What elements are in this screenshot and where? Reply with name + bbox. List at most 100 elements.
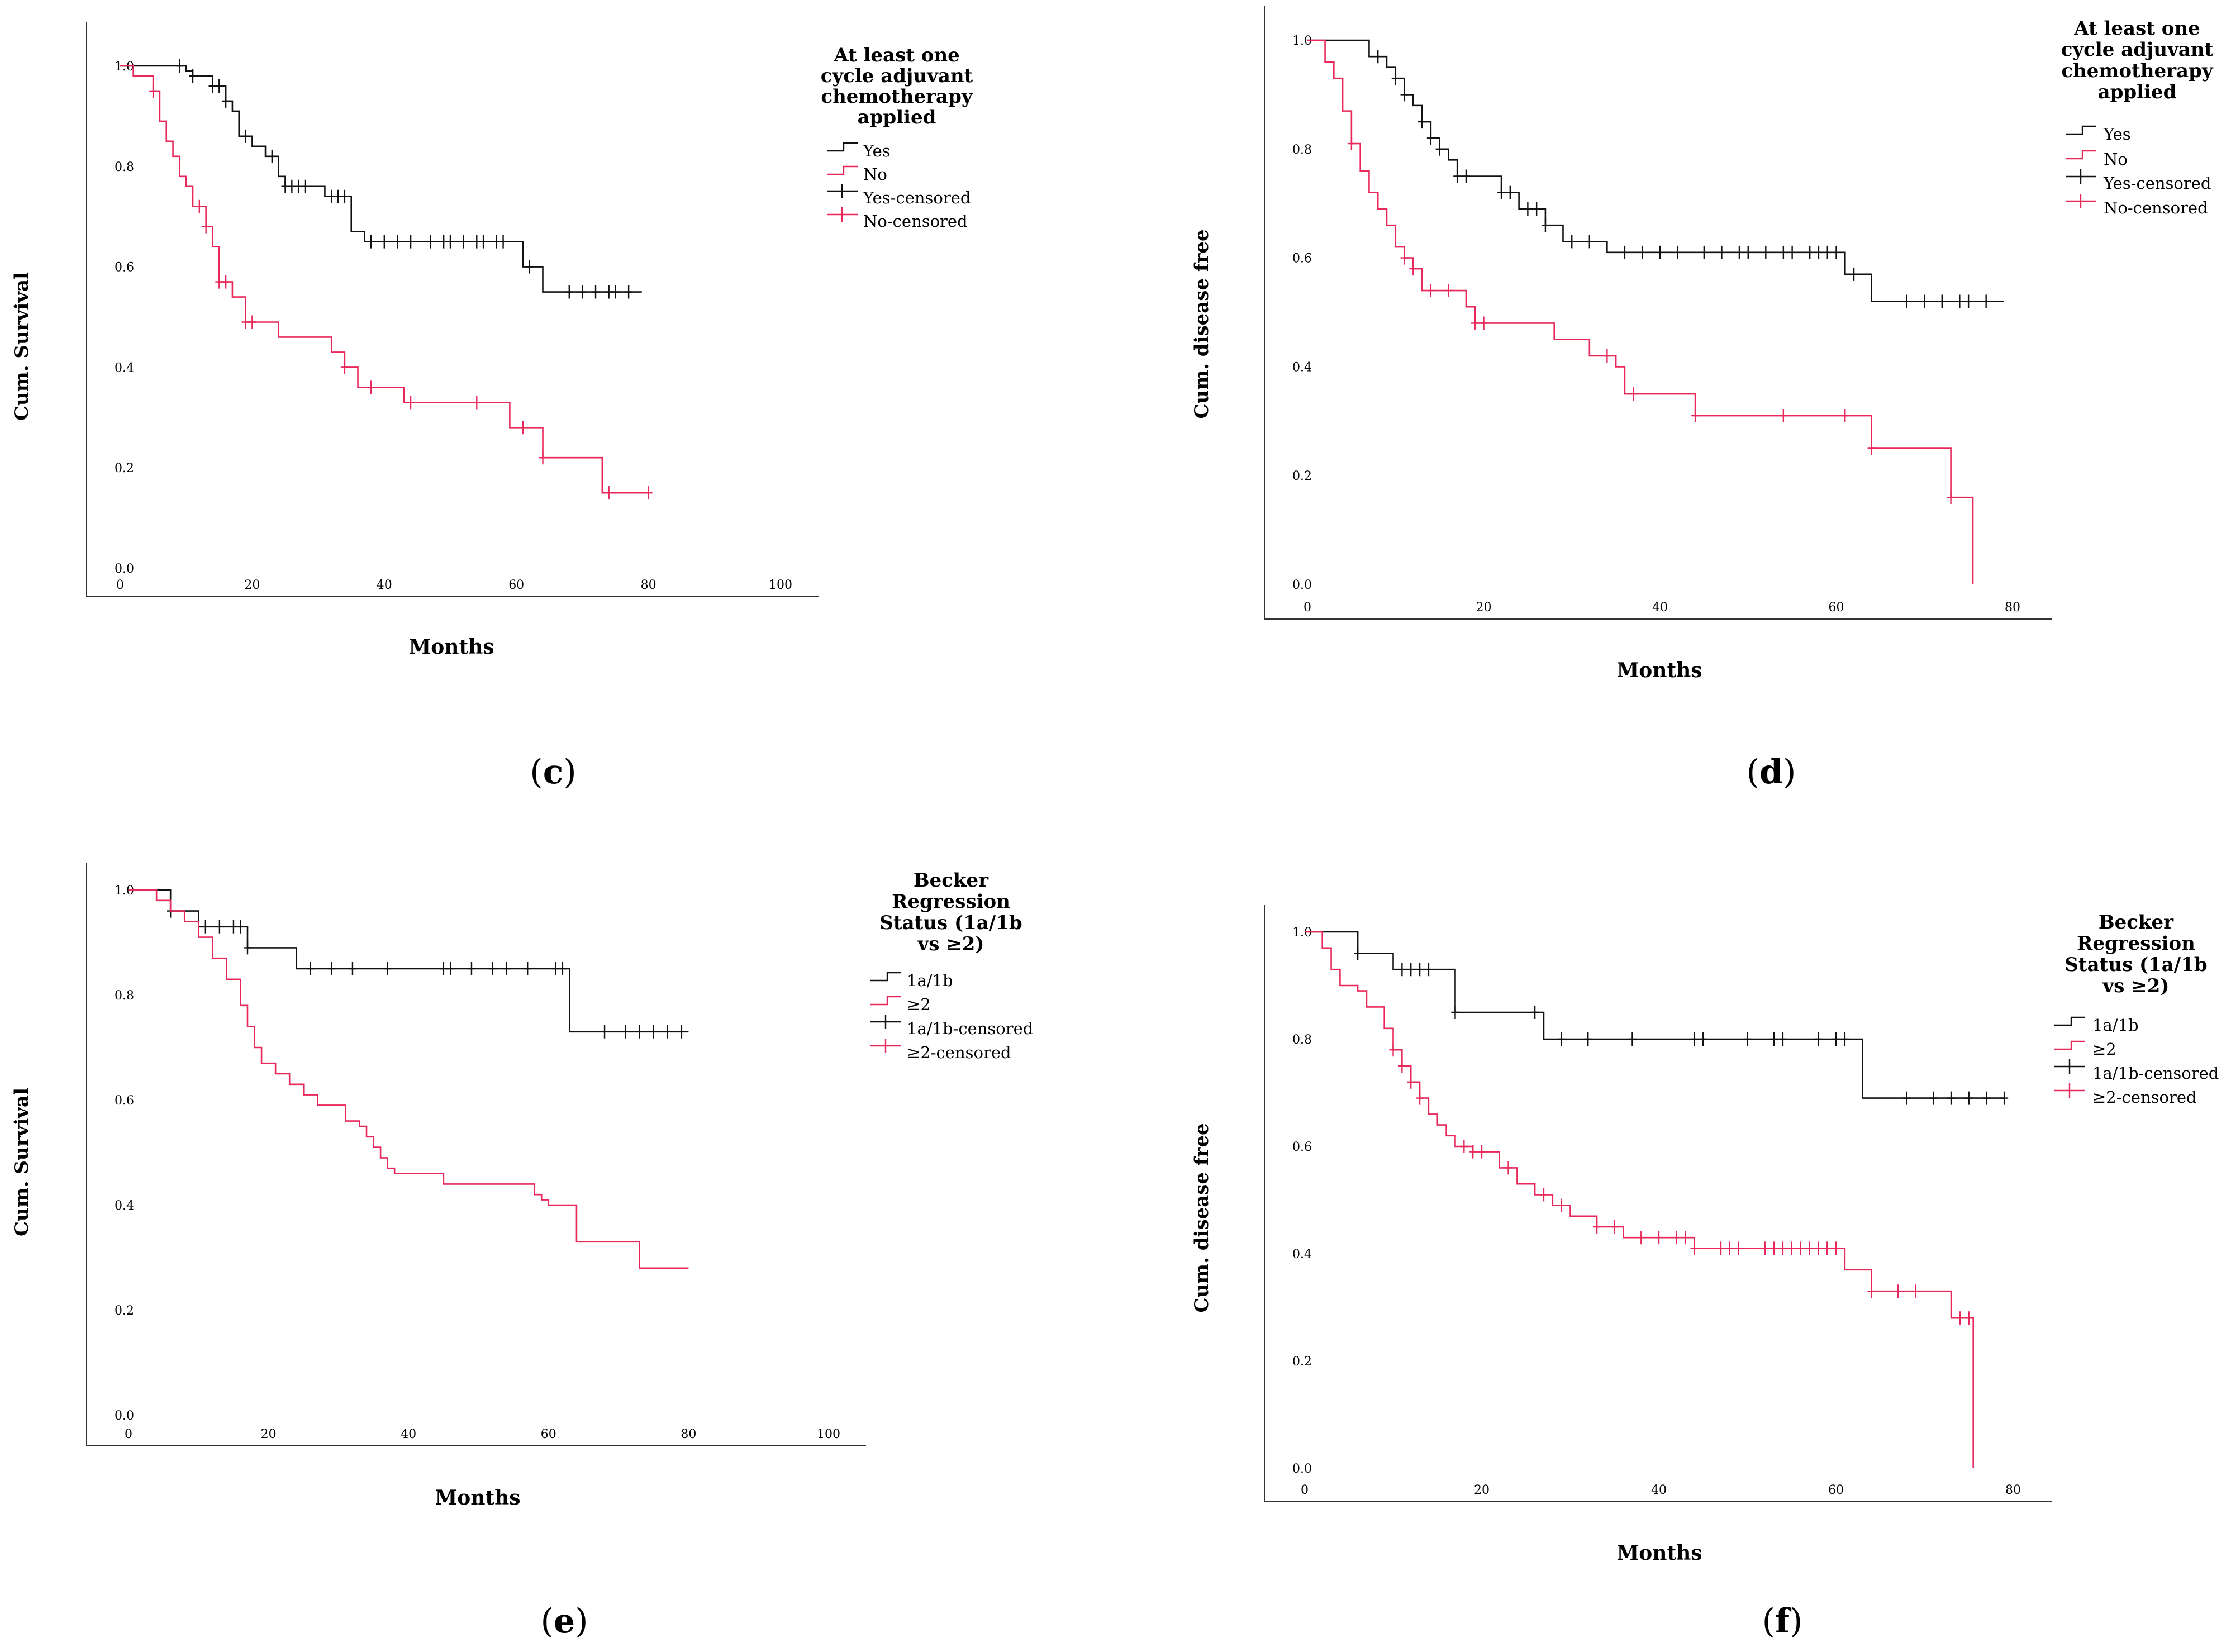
y-tick-label: 0.2	[1292, 469, 1312, 483]
y-tick-label: 0.0	[115, 1409, 134, 1423]
legend-title-line: chemotherapy	[2061, 60, 2213, 82]
censor-mark	[1471, 316, 1479, 330]
censor-mark	[1778, 1241, 1787, 1255]
censor-mark	[175, 59, 184, 73]
censor-mark	[1603, 349, 1611, 363]
legend-title-line: cycle adjuvant	[821, 65, 973, 87]
censor-mark	[601, 1025, 609, 1039]
censor-mark	[1354, 946, 1362, 960]
censor-mark	[1673, 245, 1682, 259]
y-tick-label: 0.0	[115, 562, 134, 576]
censor-mark	[519, 421, 527, 435]
legend-swatch-line	[2054, 1016, 2085, 1026]
x-tick-label: 20	[261, 1427, 277, 1441]
censor-mark	[241, 129, 250, 143]
censor-mark	[1620, 245, 1629, 259]
censor-mark	[1690, 1032, 1699, 1046]
censor-mark	[525, 260, 534, 274]
censor-mark	[244, 941, 252, 955]
censor-mark	[1637, 1231, 1645, 1245]
chart-panel-e: Cum. Survival Months Becker Regression S…	[11, 863, 1033, 1510]
censor-mark	[625, 285, 633, 299]
censor-mark	[1814, 1241, 1823, 1255]
censor-mark	[215, 920, 223, 934]
y-tick-label: 0.4	[115, 361, 134, 375]
censor-mark	[1832, 1032, 1840, 1046]
censor-mark	[1832, 245, 1840, 259]
legend-label-censored-2: No-censored	[863, 212, 968, 231]
y-axis-label: Cum. Survival	[11, 272, 33, 421]
censor-mark	[524, 962, 532, 975]
censor-mark	[1451, 1006, 1459, 1019]
censor-mark	[1409, 262, 1417, 276]
y-tick-label: 0.8	[115, 989, 134, 1003]
legend-title-line: vs ≥2)	[2102, 975, 2170, 997]
censor-mark	[1478, 1145, 1486, 1159]
y-tick-label: 0.2	[115, 461, 134, 475]
censor-mark	[201, 920, 210, 934]
censor-mark	[578, 285, 587, 299]
censor-mark	[1628, 1032, 1637, 1046]
censor-mark	[1938, 294, 1946, 308]
legend-title-line: chemotherapy	[821, 85, 973, 108]
chart-panel-f: Cum. disease free Months Becker Regressi…	[1191, 905, 2219, 1565]
censor-mark	[551, 962, 560, 975]
censor-mark	[1398, 1059, 1406, 1073]
censor-mark	[440, 235, 448, 249]
censor-mark	[215, 79, 223, 93]
censor-mark	[1929, 1091, 1938, 1105]
censor-mark	[1347, 137, 1355, 151]
legend-title-line: Regression	[2077, 932, 2195, 955]
x-tick-label: 80	[2005, 601, 2020, 615]
censor-mark	[1533, 202, 1541, 216]
censor-mark	[1823, 1241, 1832, 1255]
legend-title-line: Becker	[2099, 911, 2174, 934]
censor-mark	[2000, 1091, 2009, 1105]
censor-mark	[1424, 963, 1433, 977]
censor-mark	[334, 189, 343, 203]
legend-label-series-1: Yes	[863, 141, 891, 160]
censor-mark	[340, 360, 349, 374]
censor-mark	[1806, 245, 1814, 259]
censor-mark	[1426, 284, 1435, 298]
censor-mark	[1867, 1284, 1876, 1298]
censor-mark	[1462, 169, 1470, 183]
censor-mark	[1557, 1198, 1566, 1212]
y-tick-label: 1.0	[115, 884, 134, 898]
y-tick-label: 0.2	[1292, 1355, 1312, 1369]
censor-mark	[539, 451, 547, 465]
censor-mark	[1832, 1241, 1840, 1255]
censor-mark	[1504, 1161, 1512, 1175]
censor-mark	[367, 380, 375, 394]
censor-mark	[621, 1025, 630, 1039]
axis-frame	[86, 22, 819, 597]
censor-mark	[1699, 1032, 1707, 1046]
legend-swatch-line	[2066, 125, 2096, 135]
censor-mark	[1920, 294, 1929, 308]
x-tick-label: 0	[116, 578, 124, 592]
censor-mark	[294, 179, 303, 193]
censor-mark	[407, 235, 415, 249]
censor-mark	[327, 189, 336, 203]
censor-mark	[367, 235, 375, 249]
censor-mark	[301, 179, 309, 193]
legend-label-censored-2: ≥2-censored	[907, 1043, 1011, 1062]
censor-mark	[1911, 1284, 1920, 1298]
censor-mark	[1743, 1032, 1752, 1046]
censor-mark	[1779, 409, 1787, 423]
y-tick-label: 1.0	[1292, 926, 1312, 940]
legend-swatch-censor	[870, 1015, 901, 1029]
censor-mark	[1947, 491, 1955, 504]
censor-mark	[446, 235, 454, 249]
legend-swatch-censor	[827, 184, 858, 198]
censor-mark	[1867, 441, 1876, 455]
censor-mark	[611, 285, 620, 299]
censor-mark	[1557, 1032, 1566, 1046]
x-tick-label: 100	[769, 578, 792, 592]
censor-mark	[1982, 1091, 1991, 1105]
censor-mark	[236, 920, 245, 934]
censor-mark	[348, 962, 356, 975]
censor-mark	[1787, 1241, 1796, 1255]
censor-mark	[492, 235, 501, 249]
